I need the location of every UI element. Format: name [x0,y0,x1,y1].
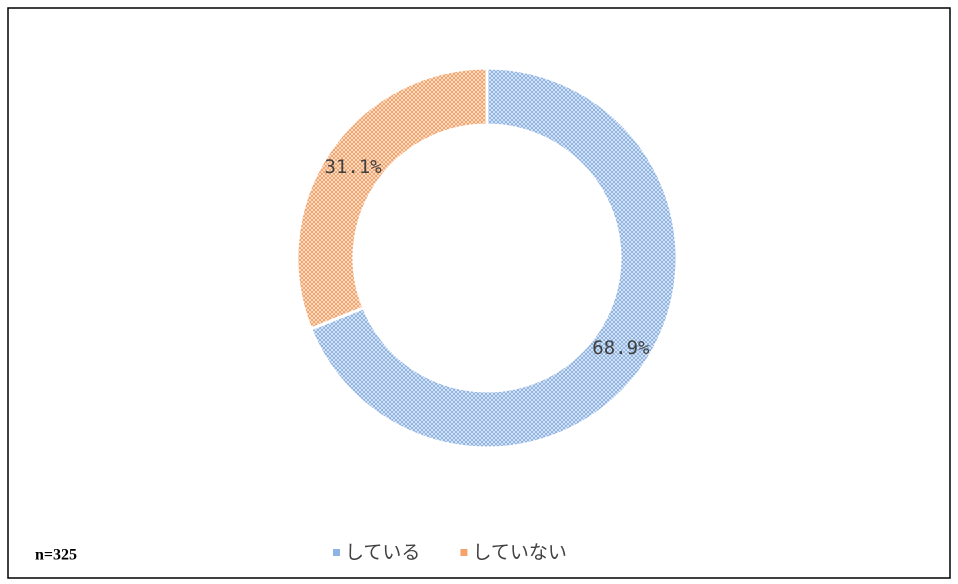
legend-label: している [345,542,420,564]
annotation: n=325 [35,547,77,564]
donut-slice [295,66,489,332]
data-label: 68.9% [592,337,650,359]
legend-label: していない [472,542,566,564]
legend-marker [460,549,468,556]
legend-marker [333,549,340,556]
data-label: 31.1% [325,156,383,178]
donut-slice [308,66,679,450]
